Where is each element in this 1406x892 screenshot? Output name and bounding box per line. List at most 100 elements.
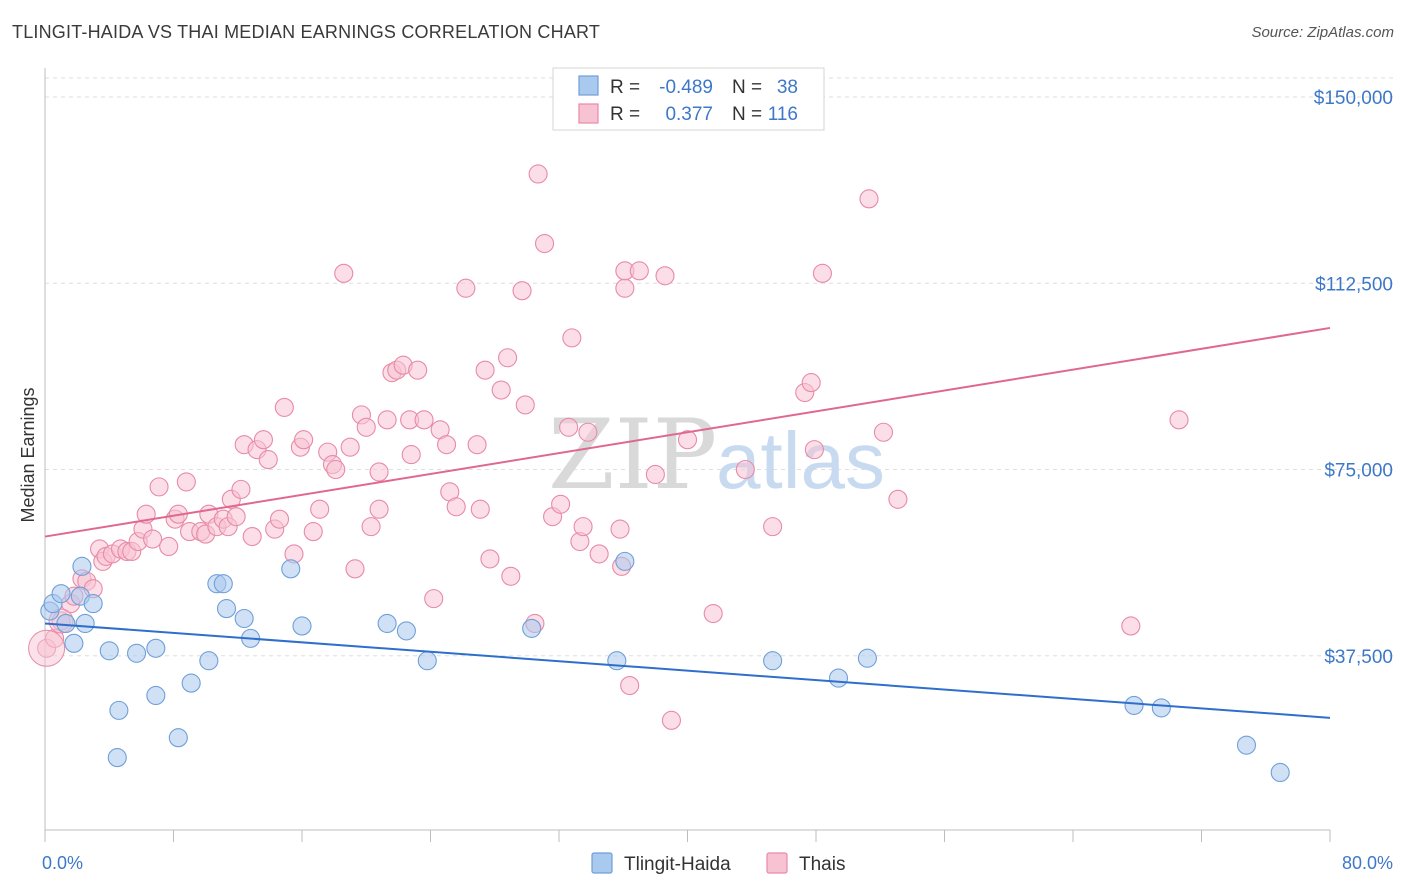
thais-point	[226, 507, 246, 527]
thais-point	[369, 499, 389, 519]
thais-point	[703, 603, 723, 624]
legend-n-label: N =	[732, 77, 762, 98]
thais-point	[424, 589, 444, 609]
thais-point	[812, 263, 832, 283]
tlingit-haida-point	[1124, 695, 1144, 715]
thais-point	[589, 544, 609, 564]
thais-point	[551, 494, 571, 514]
tlingit-haida-point	[213, 574, 233, 594]
thais-point	[369, 462, 389, 482]
thais-point	[242, 526, 262, 547]
tlingit-haida-point	[234, 608, 254, 629]
y-tick-labels: $37,500 $75,000 $112,500 $150,000	[1314, 88, 1393, 668]
tlingit-haida-point	[56, 613, 76, 634]
thais-point	[629, 261, 649, 281]
thais-point	[515, 395, 535, 415]
tlingit-haida-point	[828, 668, 849, 688]
thais-point	[294, 430, 314, 450]
thais-point	[491, 380, 511, 400]
watermark: ZIP atlas	[548, 399, 885, 511]
tlingit-haida-point	[1236, 735, 1257, 755]
tlingit-haida-point	[763, 651, 783, 671]
thais-point	[269, 509, 290, 529]
thais-point	[408, 360, 428, 380]
legend-n-value: 116	[768, 104, 798, 125]
thais-point	[334, 263, 354, 283]
tlingit-haida-point	[181, 673, 201, 693]
thais-point	[562, 328, 582, 348]
thais-point	[176, 472, 196, 492]
thais-point	[615, 278, 635, 298]
tlingit-haida-point	[292, 616, 312, 636]
thais-point	[480, 549, 500, 569]
tlingit-haida-point	[216, 599, 237, 619]
thais-point	[801, 373, 821, 393]
series-label-thais: Thais	[799, 854, 845, 875]
tlingit-haida-point	[168, 728, 188, 748]
tlingit-haida-point	[64, 633, 84, 653]
watermark-atlas: atlas	[716, 416, 885, 505]
tlingit-haida-point	[281, 559, 301, 579]
tlingit-haida-point	[107, 748, 127, 768]
thais-point-cluster	[28, 629, 66, 667]
thais-point	[1121, 616, 1141, 636]
thais-point	[437, 435, 457, 455]
x-tick-label: 80.0%	[1342, 853, 1393, 873]
series-label-tlingit: Tlingit-Haida	[624, 854, 731, 875]
tlingit-haida-point	[75, 613, 95, 634]
tlingit-haida-point	[109, 700, 129, 720]
y-axis-label: Median Earnings	[18, 387, 38, 522]
thais-point	[661, 710, 681, 730]
thais-point	[345, 559, 365, 579]
tlingit-haida-point	[615, 551, 635, 571]
legend-r-label: R =	[610, 104, 640, 125]
tlingit-haida-point	[857, 648, 877, 668]
thais-point	[498, 348, 518, 368]
tlingit-haida-point	[127, 643, 147, 663]
thais-point	[559, 417, 579, 437]
thais-point	[735, 459, 755, 480]
x-tick-label: 0.0%	[42, 853, 83, 873]
thais-point	[534, 233, 555, 254]
thais-point	[377, 410, 397, 430]
thais-point	[1169, 410, 1189, 430]
thais-point	[888, 489, 908, 509]
source-label: Source: ZipAtlas.com	[1251, 24, 1394, 41]
thais-trend-line	[44, 326, 1331, 538]
tlingit-haida-trend-line	[44, 622, 1331, 719]
tlingit-haida-point	[1151, 698, 1171, 718]
series-legend: Tlingit-Haida Thais	[591, 852, 845, 875]
grid	[45, 77, 1395, 657]
y-tick-label: $150,000	[1314, 88, 1393, 109]
thais-point	[274, 397, 294, 417]
x-tick-labels: 0.0% 80.0%	[42, 853, 1393, 873]
thais-point	[620, 675, 640, 696]
thais-point	[143, 529, 163, 549]
thais-point	[361, 517, 381, 537]
tlingit-haida-point	[607, 651, 627, 671]
thais-point	[677, 430, 698, 450]
thais-point	[303, 522, 323, 542]
thais-point	[446, 497, 466, 517]
tlingit-haida-points	[40, 551, 1290, 783]
thais-point	[475, 360, 495, 380]
thais-point	[356, 417, 376, 437]
thais-point	[231, 479, 251, 499]
thais-point	[610, 519, 630, 539]
y-tick-label: $112,500	[1315, 274, 1393, 295]
chart-title: TLINGIT-HAIDA VS THAI MEDIAN EARNINGS CO…	[12, 22, 601, 42]
thais-point	[655, 266, 675, 286]
thais-point	[340, 437, 360, 457]
thais-point	[310, 499, 330, 519]
legend-swatch-thais	[578, 103, 599, 124]
axes	[44, 68, 1331, 842]
tlingit-haida-point	[146, 638, 166, 658]
thais-point	[253, 430, 274, 450]
thais-point	[763, 517, 783, 537]
legend-swatch-tlingit	[578, 75, 599, 96]
tlingit-haida-point	[83, 594, 103, 614]
thais-point	[573, 517, 593, 537]
tlingit-haida-point	[99, 641, 119, 661]
tlingit-haida-point	[417, 651, 437, 671]
series-swatch-thais	[766, 852, 788, 874]
